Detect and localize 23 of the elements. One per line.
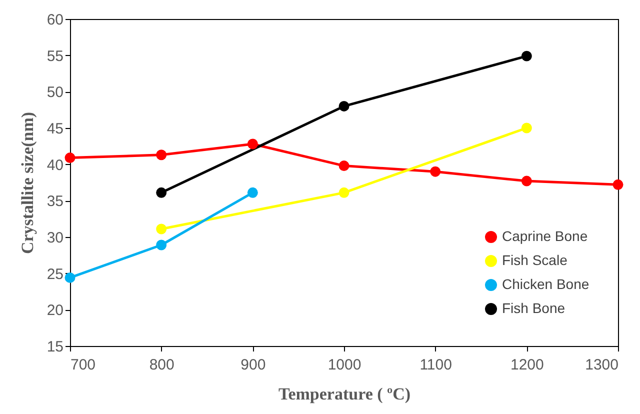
y-tick-label: 15 — [46, 338, 64, 356]
y-tick-label: 25 — [46, 266, 64, 283]
y-tick-label: 50 — [46, 84, 64, 102]
y-tick-label: 20 — [46, 302, 64, 320]
x-tick-label: 700 — [70, 356, 96, 374]
y-tick-label: 30 — [46, 230, 64, 246]
y-tick-label: 60 — [46, 12, 64, 28]
y-tick-label: 45 — [46, 120, 64, 138]
legend-label: Chicken Bone — [502, 276, 590, 292]
legend-label: Fish Scale — [502, 252, 568, 268]
legend-label: Caprine Bone — [502, 228, 588, 244]
x-axis-title: Temperature ( ºC) — [278, 384, 411, 404]
y-tick-label: 35 — [46, 193, 64, 210]
x-tick-label: 1200 — [510, 356, 544, 374]
x-tick-label: 900 — [240, 356, 266, 374]
x-tick-label: 1000 — [328, 356, 362, 374]
legend-label: Fish Bone — [502, 300, 566, 316]
y-tick-label: 40 — [46, 156, 64, 174]
x-tick-label: 1300 — [585, 356, 618, 374]
x-tick-label: 1100 — [420, 356, 452, 374]
y-axis-title: Crystallite size(nm) — [18, 112, 37, 254]
y-tick-label: 55 — [46, 48, 64, 65]
x-tick-label: 800 — [149, 356, 174, 374]
